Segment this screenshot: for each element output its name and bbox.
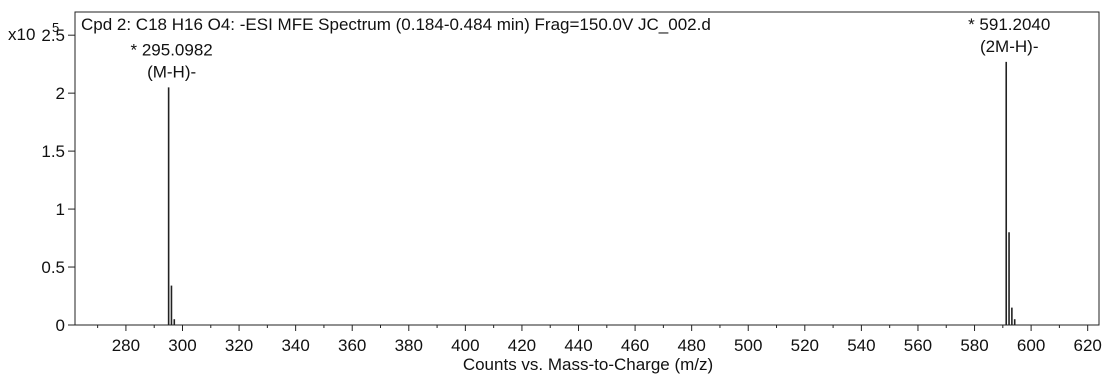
x-axis: 280 300 320 340 360 380 400 420 440 460 480 500 520 5… [97, 325, 1102, 355]
peak-ion-label: (M-H)- [147, 62, 196, 81]
y-tick-label: 1 [56, 200, 65, 219]
x-tick-label: 500 [734, 336, 762, 355]
x-tick-label: 440 [564, 336, 592, 355]
annotations-group: * 295.0982 (M-H)- * 591.2040 (2M-H)- [131, 15, 1051, 82]
x-tick-label: 340 [281, 336, 309, 355]
y-tick-label: 1.5 [41, 142, 65, 161]
x-tick-label: 280 [112, 336, 140, 355]
x-tick-label: 460 [621, 336, 649, 355]
peak-ion-label: (2M-H)- [980, 37, 1039, 56]
y-tick-label: 0 [56, 316, 65, 335]
x-tick-label: 360 [338, 336, 366, 355]
y-tick-label: 2.5 [41, 26, 65, 45]
y-tick-label: 0.5 [41, 258, 65, 277]
x-tick-label: 520 [791, 336, 819, 355]
peak-mz-label: * 591.2040 [968, 15, 1050, 34]
x-tick-label: 480 [677, 336, 705, 355]
plot-frame [74, 11, 1100, 326]
x-tick-label: 580 [960, 336, 988, 355]
x-axis-label: Counts vs. Mass-to-Charge (m/z) [463, 355, 713, 374]
x-tick-label: 300 [168, 336, 196, 355]
chart-title: Cpd 2: C18 H16 O4: -ESI MFE Spectrum (0.… [81, 15, 711, 34]
x-tick-label: 420 [508, 336, 536, 355]
x-tick-label: 400 [451, 336, 479, 355]
x-tick-label: 560 [904, 336, 932, 355]
y-tick-label: 2 [56, 84, 65, 103]
x-tick-label: 380 [395, 336, 423, 355]
x-tick-label: 620 [1073, 336, 1101, 355]
y-axis: 0 0.5 1 1.5 2 2.5 [41, 26, 75, 335]
x-tick-label: 320 [225, 336, 253, 355]
peaks-group [167, 61, 1016, 325]
peak-mz-label: * 295.0982 [131, 40, 213, 59]
y-multiplier: x10 [8, 25, 35, 44]
x-tick-label: 600 [1017, 336, 1045, 355]
y-multiplier-exponent: 5 [52, 20, 59, 35]
x-tick-label: 540 [847, 336, 875, 355]
